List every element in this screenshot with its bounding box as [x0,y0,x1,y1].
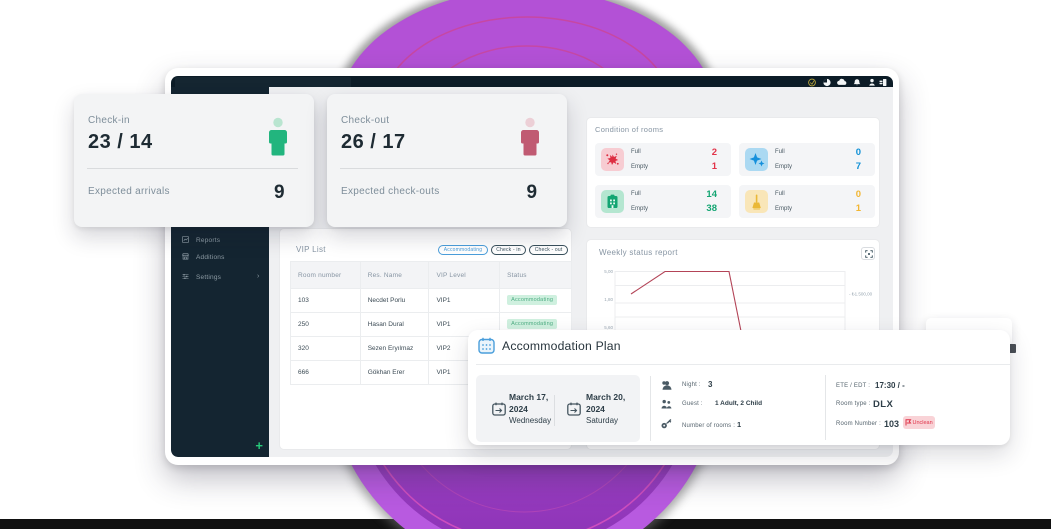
svg-text:1,80: 1,80 [604,297,613,302]
svg-text:- ₺1.500,00: - ₺1.500,00 [849,292,873,297]
svg-text:5,00: 5,00 [604,269,613,274]
svg-text:5,60: 5,60 [604,325,613,330]
